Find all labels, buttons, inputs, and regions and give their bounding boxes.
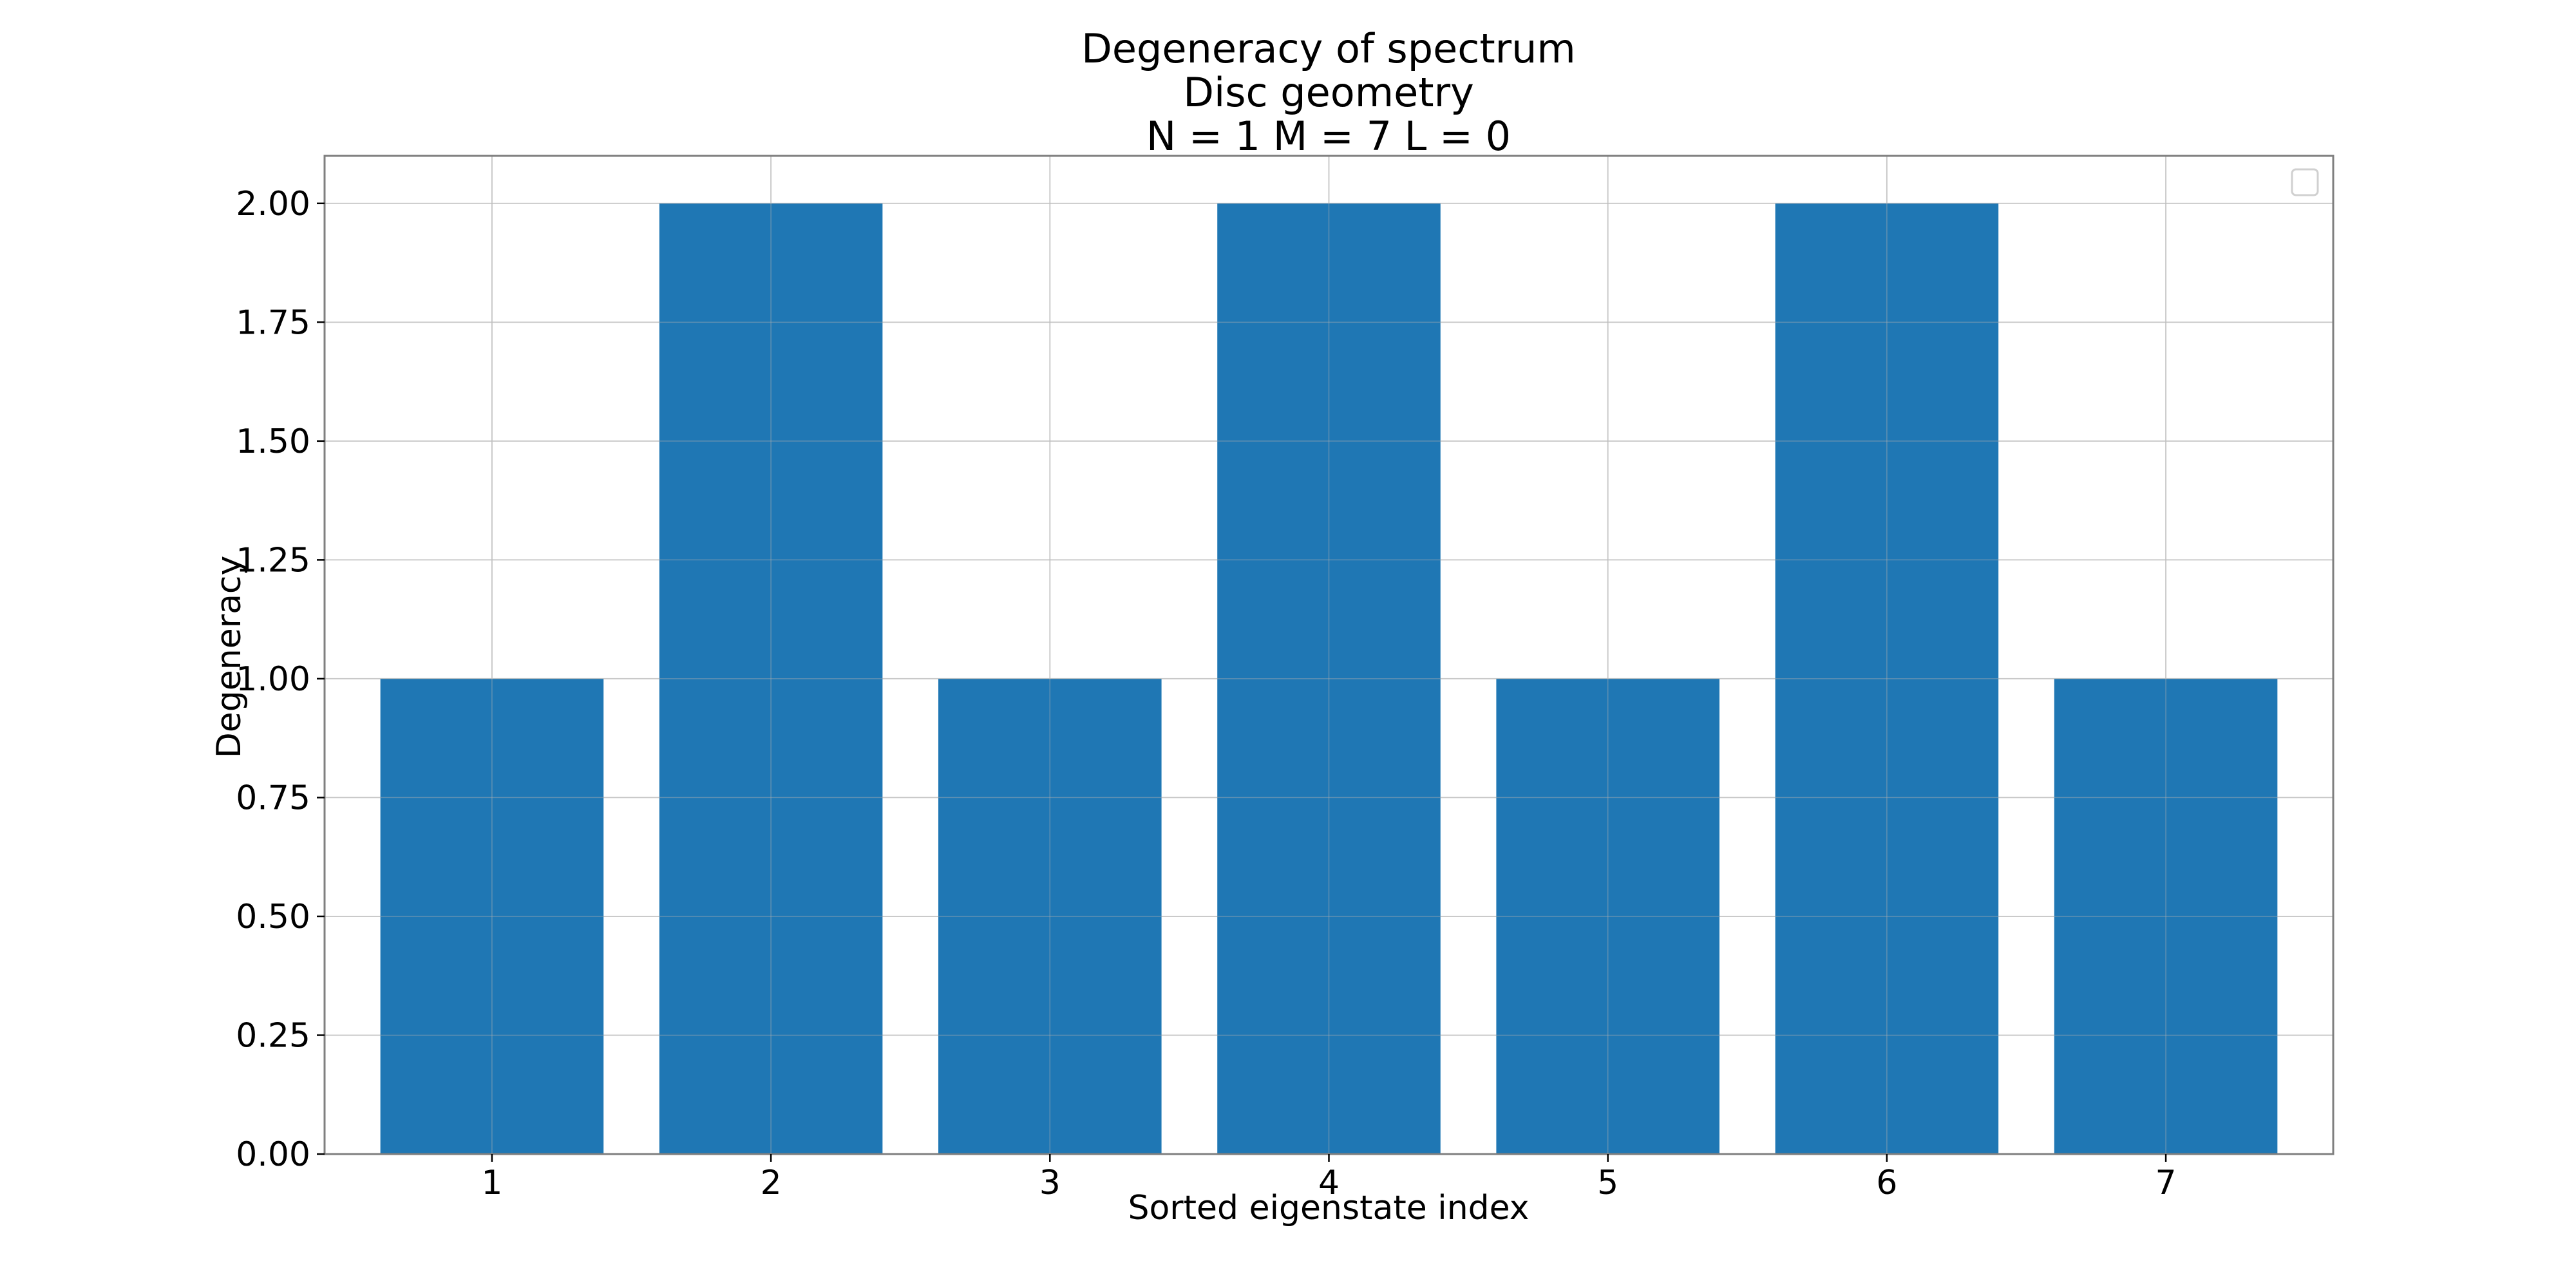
y-axis-ticks: 0.00 0.25 0.50 0.75 1.00 1.25 1.50 1.75 2.00 (236, 185, 325, 1174)
y-axis-label: Degeneracy (210, 556, 249, 759)
x-axis-label: Sorted eigenstate index (1128, 1189, 1529, 1227)
x-tick-label: 4 (1318, 1164, 1340, 1202)
x-axis-ticks: 1 2 3 4 5 6 7 (481, 1154, 2177, 1202)
y-tick-label: 0.00 (236, 1135, 310, 1174)
bar-3 (938, 678, 1162, 1154)
bar-7 (2054, 678, 2278, 1154)
chart-title-line-2: Disc geometry (1183, 69, 1474, 116)
y-tick-label: 2.00 (236, 185, 310, 223)
x-tick-label: 7 (2155, 1164, 2177, 1202)
bar-6 (1775, 203, 1999, 1154)
chart-title-line-3: N = 1 M = 7 L = 0 (1146, 113, 1511, 160)
x-tick-label: 3 (1039, 1164, 1061, 1202)
y-tick-label: 0.50 (236, 898, 310, 936)
y-tick-label: 0.75 (236, 779, 310, 817)
bar-4 (1217, 203, 1441, 1154)
y-tick-label: 1.50 (236, 422, 310, 461)
bars (380, 203, 2278, 1154)
bar-5 (1496, 678, 1719, 1154)
y-tick-label: 0.25 (236, 1016, 310, 1055)
chart-title-line-1: Degeneracy of spectrum (1081, 25, 1576, 72)
x-tick-label: 5 (1597, 1164, 1618, 1202)
x-tick-label: 2 (761, 1164, 782, 1202)
x-tick-label: 1 (481, 1164, 502, 1202)
y-tick-label: 1.00 (236, 660, 310, 699)
legend-box (2291, 168, 2319, 196)
y-tick-label: 1.75 (236, 303, 310, 342)
x-tick-label: 6 (1876, 1164, 1897, 1202)
bar-2 (659, 203, 883, 1154)
y-tick-label: 1.25 (236, 541, 310, 580)
bar-1 (380, 678, 604, 1154)
